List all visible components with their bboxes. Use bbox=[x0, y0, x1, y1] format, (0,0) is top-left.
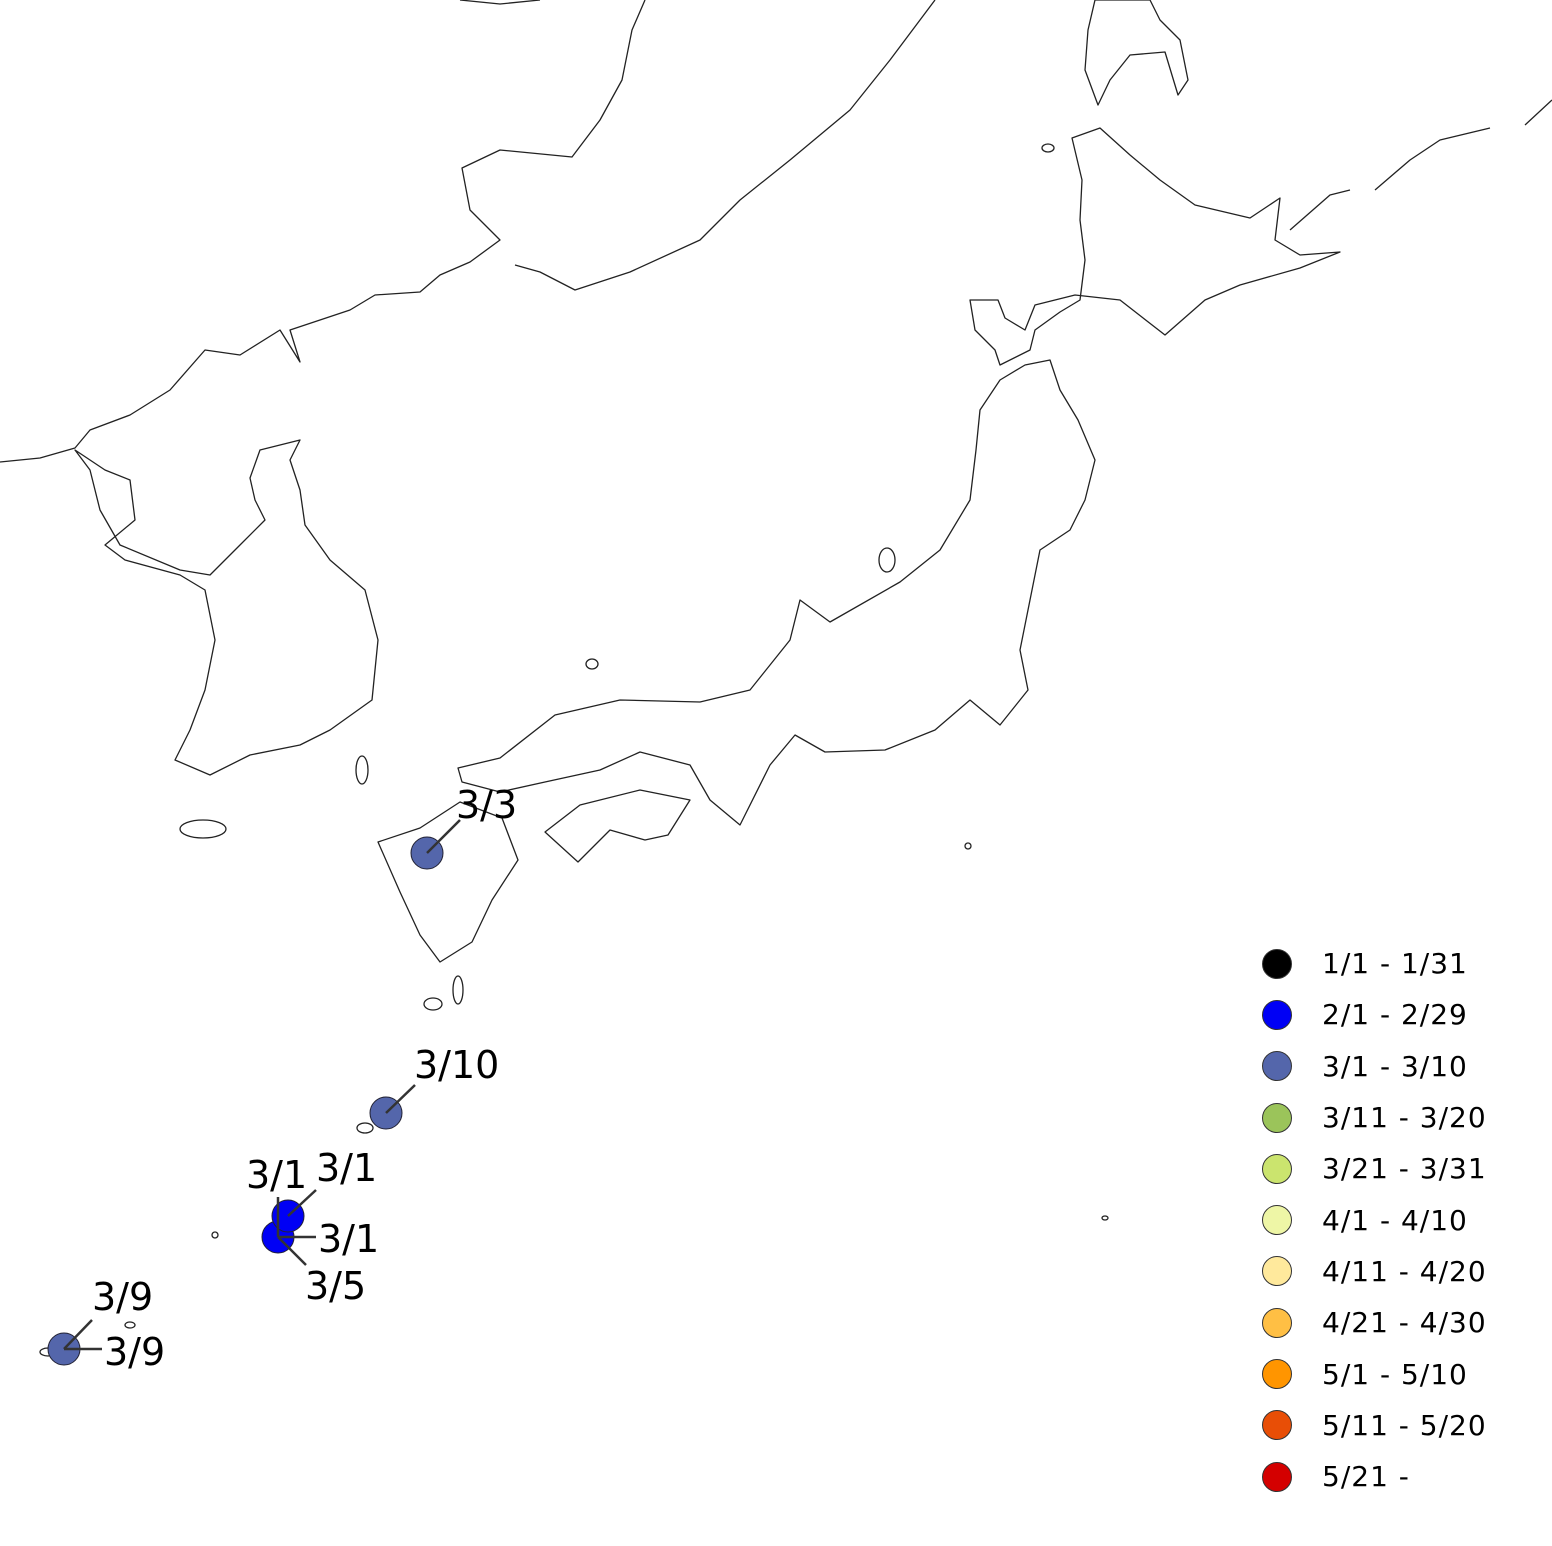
legend-item: 5/21 - bbox=[1262, 1451, 1487, 1502]
marker-leader-line bbox=[277, 1236, 307, 1266]
legend-item: 2/1 - 2/29 bbox=[1262, 989, 1487, 1040]
russia-coast bbox=[514, 0, 936, 291]
marker-leader-line bbox=[426, 819, 461, 854]
legend-label: 4/11 - 4/20 bbox=[1322, 1254, 1487, 1288]
jeju-island bbox=[179, 819, 227, 839]
marker-date-label: 3/1 bbox=[246, 1153, 307, 1197]
legend-item: 1/1 - 1/31 bbox=[1262, 938, 1487, 989]
legend-swatch bbox=[1262, 1359, 1292, 1390]
marker-date-label: 3/9 bbox=[104, 1330, 165, 1374]
legend-swatch bbox=[1262, 999, 1292, 1030]
legend-label: 1/1 - 1/31 bbox=[1322, 947, 1468, 981]
marker-date-label: 3/10 bbox=[414, 1043, 499, 1087]
shikoku bbox=[544, 789, 691, 863]
legend-label: 4/1 - 4/10 bbox=[1322, 1203, 1468, 1237]
legend-item: 4/11 - 4/20 bbox=[1262, 1246, 1487, 1297]
legend-swatch bbox=[1262, 1102, 1292, 1133]
legend-label: 3/21 - 3/31 bbox=[1322, 1152, 1487, 1186]
marker-date-label: 3/1 bbox=[316, 1146, 377, 1190]
legend-label: 5/11 - 5/20 bbox=[1322, 1408, 1487, 1442]
hokkaido bbox=[969, 127, 1341, 366]
legend-item: 3/11 - 3/20 bbox=[1262, 1092, 1487, 1143]
marker-date-label: 3/1 bbox=[318, 1217, 379, 1261]
kyushu bbox=[377, 801, 519, 963]
marker-leader-line bbox=[63, 1319, 93, 1350]
marker-leader-line bbox=[287, 1189, 317, 1217]
legend-swatch bbox=[1262, 948, 1292, 979]
marker-date-label: 3/5 bbox=[305, 1264, 366, 1308]
legend-item: 3/21 - 3/31 bbox=[1262, 1143, 1487, 1194]
legend-item: 4/21 - 4/30 bbox=[1262, 1297, 1487, 1348]
legend-label: 3/1 - 3/10 bbox=[1322, 1049, 1468, 1083]
marker-date-label: 3/3 bbox=[456, 783, 517, 827]
mainland-coast bbox=[0, 0, 646, 463]
markers-layer: 3/33/103/1 3/13/13/53/93/9 bbox=[47, 783, 517, 1374]
north-coast bbox=[459, 0, 541, 5]
legend-label: 5/1 - 5/10 bbox=[1322, 1357, 1468, 1391]
legend-item: 3/1 - 3/10 bbox=[1262, 1041, 1487, 1092]
legend-swatch bbox=[1262, 1256, 1292, 1287]
legend-label: 3/11 - 3/20 bbox=[1322, 1101, 1487, 1135]
sakhalin bbox=[1084, 0, 1189, 106]
legend-item: 5/11 - 5/20 bbox=[1262, 1400, 1487, 1451]
honshu bbox=[457, 359, 1096, 826]
legend-item: 5/1 - 5/10 bbox=[1262, 1348, 1487, 1399]
legend-swatch bbox=[1262, 1153, 1292, 1184]
legend: 1/1 - 1/31 2/1 - 2/29 3/1 - 3/10 3/11 - 3/2… bbox=[1262, 938, 1487, 1502]
kuril-islands bbox=[1289, 99, 1552, 231]
legend-swatch bbox=[1262, 1410, 1292, 1441]
legend-label: 5/21 - bbox=[1322, 1460, 1410, 1494]
legend-swatch bbox=[1262, 1307, 1292, 1338]
legend-swatch bbox=[1262, 1205, 1292, 1236]
marker-leader-line bbox=[385, 1084, 416, 1114]
legend-label: 2/1 - 2/29 bbox=[1322, 998, 1468, 1032]
small-islands bbox=[39, 143, 1109, 1357]
legend-swatch bbox=[1262, 1461, 1292, 1492]
legend-swatch bbox=[1262, 1051, 1292, 1082]
legend-label: 4/21 - 4/30 bbox=[1322, 1306, 1487, 1340]
korea bbox=[74, 439, 379, 776]
legend-item: 4/1 - 4/10 bbox=[1262, 1194, 1487, 1245]
marker-date-label: 3/9 bbox=[92, 1275, 153, 1319]
